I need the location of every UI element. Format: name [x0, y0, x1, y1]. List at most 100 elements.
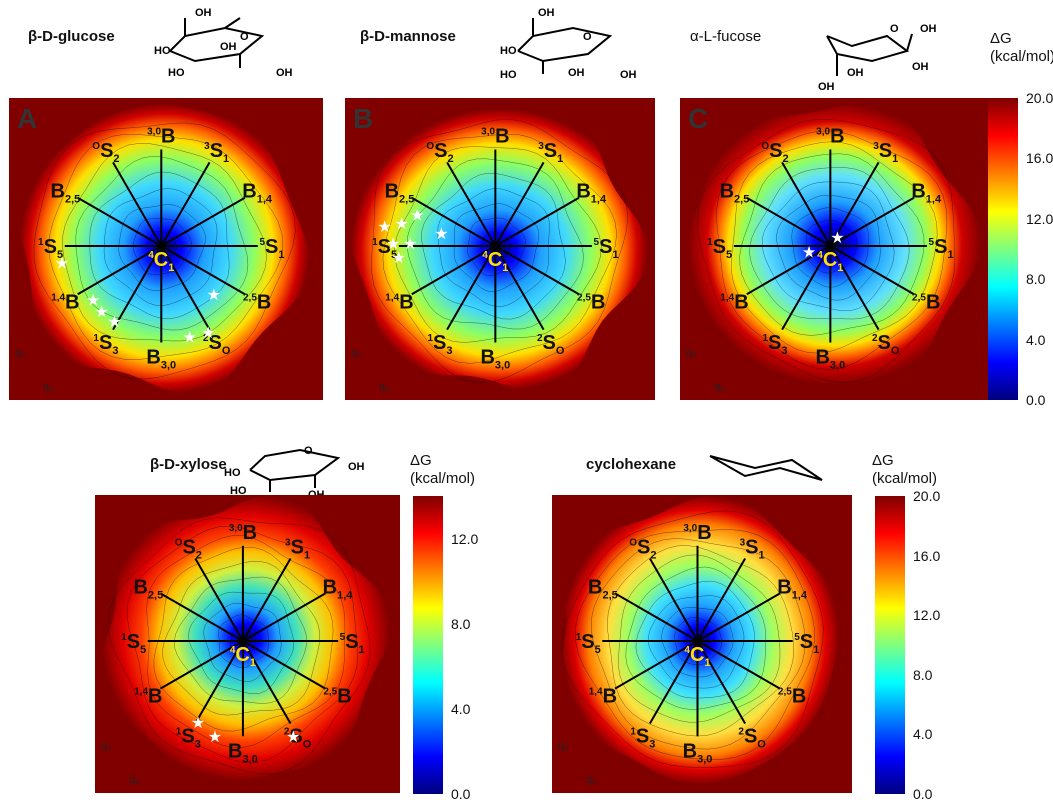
conformer-label: OS2 — [175, 536, 202, 561]
energy-map-mannose: 3,0B 3S1 B1,4 5S1 2,5B 2SO B3,0 1S3 1,4B 1S5 B2,5 O… — [345, 98, 655, 400]
colorbar-tick-label: 4.0 — [913, 726, 933, 743]
conformer-label: 1S5 — [121, 631, 146, 656]
center-conformer-label: 4C1 — [482, 249, 508, 274]
conformer-label: B2,5 — [385, 181, 415, 206]
colorbar-xylose — [413, 496, 443, 794]
svg-text:HO: HO — [168, 67, 185, 79]
colorbar-cyclohexane — [875, 496, 905, 794]
conformer-label: 3S1 — [740, 536, 765, 561]
svg-text:OH: OH — [538, 7, 555, 19]
sampled-structure-star: ★ — [410, 207, 424, 224]
fucose-structure-drawing: O OH OH OH OH — [818, 23, 937, 90]
conformer-label: 2SO — [284, 726, 312, 751]
conformer-label: 2SO — [203, 332, 231, 357]
sampled-structure-star: ★ — [802, 244, 816, 261]
title-glucose: β-D-glucose — [28, 28, 115, 45]
conformer-label: 5S1 — [340, 631, 365, 656]
axis-label-q: q₀ — [101, 740, 112, 752]
conformer-label: 3S1 — [285, 536, 310, 561]
conformer-label: 2,5B — [243, 291, 271, 313]
conformer-label: B3,0 — [815, 347, 845, 372]
sampled-structure-star: ★ — [377, 219, 391, 236]
conformer-label: 1,4B — [51, 291, 79, 313]
contour-line — [561, 510, 824, 768]
sampled-structure-star: ★ — [207, 287, 221, 304]
energy-map-xylose: 3,0B 3S1 B1,4 5S1 2,5B 2SO B3,0 1S3 1,4B 1S5 B2,5 O… — [95, 495, 400, 793]
conformer-label: 1,4B — [385, 291, 413, 313]
pucker-axis-line — [194, 558, 292, 725]
colorbar-tick-label: 16.0 — [1026, 150, 1053, 167]
conformer-label: 1S5 — [576, 631, 601, 656]
conformer-label: 2,5B — [912, 291, 940, 313]
axis-label-q: q₀ — [15, 347, 26, 359]
conformer-label: B1,4 — [576, 181, 607, 206]
conformer-label: 2,5B — [778, 686, 806, 708]
conformer-label: B1,4 — [777, 576, 808, 601]
title-cyclohexane: cyclohexane — [586, 456, 677, 473]
svg-text:OH: OH — [912, 61, 929, 73]
svg-text:OH: OH — [308, 489, 325, 500]
center-conformer-label: 4C1 — [230, 644, 256, 669]
conformer-label: B2,5 — [588, 576, 618, 601]
svg-text:HO: HO — [230, 485, 247, 497]
conformer-label: 5S1 — [259, 236, 284, 261]
colorbar-tick-label: 20.0 — [1026, 90, 1053, 106]
axis-label-q: q₀ — [714, 381, 725, 393]
title-fucose: α-L-fucose — [690, 28, 762, 45]
conformer-label: OS2 — [426, 140, 453, 165]
conformer-label: B1,4 — [323, 576, 354, 601]
conformer-label: 1,4B — [589, 686, 617, 708]
conformer-label: B2,5 — [51, 181, 81, 206]
svg-text:O: O — [304, 445, 313, 457]
conformer-label: 1S5 — [372, 236, 397, 261]
center-conformer-label: 4C1 — [148, 249, 174, 274]
colorbar-tick-label: 12.0 — [1026, 210, 1053, 227]
conformer-label: OS2 — [761, 140, 788, 165]
svg-text:OH: OH — [348, 461, 365, 473]
conformer-label: 5S1 — [594, 236, 619, 261]
conformer-label: 1S3 — [427, 332, 452, 357]
conformer-label: 3,0B — [481, 125, 509, 147]
conformer-label: 2SO — [738, 726, 766, 751]
conformer-label: B3,0 — [228, 740, 258, 765]
contour-line — [696, 119, 956, 383]
energy-map-fucose: 3,0B 3S1 B1,4 5S1 2,5B 2SO B3,0 1S3 1,4B 1S5 B2,5 O… — [680, 98, 990, 400]
conformer-label: 5S1 — [794, 631, 819, 656]
conformer-label: 1S3 — [630, 726, 655, 751]
conformer-label: 2,5B — [577, 291, 605, 313]
svg-text:HO: HO — [500, 45, 517, 57]
sampled-structure-star: ★ — [386, 236, 400, 253]
conformer-label: 1S3 — [176, 726, 201, 751]
energy-map-cyclohexane: 3,0B 3S1 B1,4 5S1 2,5B 2SO B3,0 1S3 1,4B 1S5 B2,5 O… — [552, 495, 852, 793]
contour-line — [107, 517, 371, 775]
colorbar-tick-label: 8.0 — [1026, 271, 1046, 288]
conformer-label: 1,4B — [720, 291, 748, 313]
svg-text:OH: OH — [220, 41, 237, 53]
center-conformer-label: 4C1 — [817, 249, 843, 274]
colorbar-tick-label: 12.0 — [913, 607, 941, 624]
conformer-label: B3,0 — [480, 347, 510, 372]
title-xylose: β-D-xylose — [150, 456, 227, 473]
conformer-label: 1,4B — [134, 686, 162, 708]
sampled-structure-star: ★ — [208, 729, 222, 746]
energy-surface — [350, 108, 648, 391]
svg-text:OH: OH — [568, 67, 585, 79]
colorbar-tick-label: 4.0 — [451, 700, 471, 717]
conformer-label: 1S5 — [38, 236, 63, 261]
conformer-label: B2,5 — [720, 181, 750, 206]
conformer-label: 3S1 — [538, 140, 563, 165]
conformer-label: B1,4 — [242, 181, 273, 206]
contour-line — [48, 134, 284, 360]
colorbar-label-xylose: ΔG (kcal/mol) — [410, 452, 476, 487]
colorbar-top — [988, 98, 1018, 400]
conformer-label: 2,5B — [323, 686, 351, 708]
sampled-structure-star: ★ — [183, 329, 197, 346]
title-mannose: β-D-mannose — [360, 28, 456, 45]
conformer-label: 3,0B — [229, 522, 257, 544]
conformer-label: B2,5 — [133, 576, 163, 601]
sampled-structure-star: ★ — [86, 293, 100, 310]
conformer-label: B1,4 — [911, 181, 942, 206]
contour-line — [591, 538, 806, 750]
colorbar-tick-label: 4.0 — [1026, 331, 1046, 348]
axis-label-q: q₀ — [586, 774, 597, 786]
